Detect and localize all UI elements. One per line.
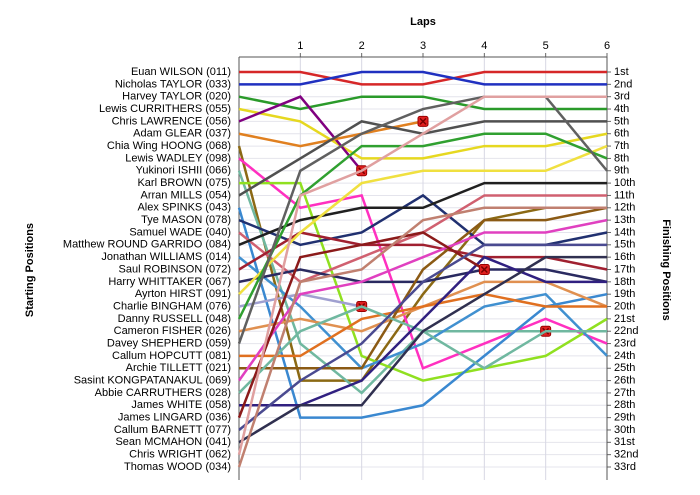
driver-line xyxy=(237,218,608,382)
retired-marker xyxy=(478,264,490,275)
driver-line xyxy=(238,255,607,444)
y2-tick-label: 21st xyxy=(614,313,635,325)
chart-title: Laps xyxy=(410,16,436,28)
driver-line xyxy=(237,95,607,455)
driver-label: Ayrton HIRST (091) xyxy=(135,288,231,300)
driver-label: Saul ROBINSON (072) xyxy=(119,263,231,275)
x-tick-label: 1 xyxy=(297,40,303,52)
y2-tick-label: 14th xyxy=(614,226,635,238)
y2-tick-label: 16th xyxy=(614,251,635,263)
driver-label: Tye MASON (078) xyxy=(141,214,231,226)
x-tick-label: 5 xyxy=(543,40,549,52)
driver-line xyxy=(238,107,608,160)
driver-label: Harvey TAYLOR (020) xyxy=(122,91,231,103)
y2-tick-label: 33rd xyxy=(614,461,636,473)
y2-tick-label: 18th xyxy=(614,276,635,288)
driver-label: Thomas WOOD (034) xyxy=(124,461,231,473)
y2-tick-label: 27th xyxy=(614,387,635,399)
driver-label: Davey SHEPHERD (059) xyxy=(107,337,231,349)
x-tick-label: 6 xyxy=(604,40,610,52)
driver-label: Lewis WADLEY (098) xyxy=(125,152,231,164)
driver-label: Callum HOPCUTT (081) xyxy=(112,350,231,362)
y2-tick-label: 12th xyxy=(614,202,635,214)
x-tick-label: 2 xyxy=(359,40,365,52)
driver-label: Samuel WADE (040) xyxy=(129,226,231,238)
retired-marker xyxy=(417,115,429,127)
y2-tick-label: 11th xyxy=(614,189,635,201)
driver-label: Euan WILSON (011) xyxy=(131,66,231,78)
driver-label: Harry WHITTAKER (067) xyxy=(108,276,231,288)
y2-tick-label: 31st xyxy=(614,436,635,448)
driver-label: Cameron FISHER (026) xyxy=(114,325,231,337)
y2-tick-label: 8th xyxy=(614,152,629,164)
driver-label: Danny RUSSELL (048) xyxy=(118,313,231,325)
driver-line xyxy=(239,292,607,358)
y2-tick-label: 15th xyxy=(614,239,635,251)
driver-line xyxy=(238,181,607,246)
driver-label: Lewis CURRITHERS (055) xyxy=(99,103,231,115)
driver-label: Yukinori ISHII (066) xyxy=(136,165,231,177)
driver-label: James LINGARD (036) xyxy=(118,412,231,424)
driver-line xyxy=(239,70,607,86)
driver-label: Nicholas TAYLOR (033) xyxy=(115,78,231,90)
driver-line xyxy=(238,144,608,296)
driver-line xyxy=(237,206,607,468)
y2-tick-label: 6th xyxy=(614,128,629,140)
driver-line xyxy=(237,231,485,419)
driver-label: Abbie CARRUTHERS (028) xyxy=(95,387,231,399)
retired-marker-cross xyxy=(480,265,488,274)
driver-label: Jonathan WILLIAMS (014) xyxy=(101,251,231,263)
y2-tick-label: 9th xyxy=(614,165,629,177)
y2-tick-label: 29th xyxy=(614,412,635,424)
y-axis-title: Starting Positions xyxy=(24,223,36,317)
y2-tick-label: 5th xyxy=(614,115,629,127)
driver-label: Arran MILLS (054) xyxy=(141,189,231,201)
y2-tick-label: 20th xyxy=(614,300,635,312)
retired-marker-cross xyxy=(419,117,427,125)
y2-tick-label: 28th xyxy=(614,399,635,411)
y2-tick-label: 4th xyxy=(614,103,629,115)
y2-tick-label: 19th xyxy=(614,288,635,300)
y2-tick-label: 1st xyxy=(614,66,629,78)
driver-label: Archie TILLETT (021) xyxy=(126,362,231,374)
driver-label: Chris LAWRENCE (056) xyxy=(112,115,231,127)
y2-tick-label: 7th xyxy=(614,140,629,152)
y2-tick-label: 25th xyxy=(614,362,635,374)
driver-label: Chris WRIGHT (062) xyxy=(129,449,231,461)
x-tick-label: 3 xyxy=(420,40,426,52)
driver-label: Alex SPINKS (043) xyxy=(137,202,231,214)
driver-line xyxy=(238,157,608,370)
driver-label: James WHITE (058) xyxy=(131,399,231,411)
y2-tick-label: 24th xyxy=(614,350,635,362)
y2-tick-label: 22nd xyxy=(614,325,638,337)
y2-tick-label: 32nd xyxy=(614,449,638,461)
driver-label: Callum BARNETT (077) xyxy=(114,424,231,436)
driver-line xyxy=(239,206,608,370)
driver-label: Charlie BINGHAM (076) xyxy=(113,300,231,312)
lines xyxy=(237,70,608,468)
y2-tick-label: 26th xyxy=(614,375,635,387)
driver-line xyxy=(239,181,608,382)
driver-label: Sean MCMAHON (041) xyxy=(115,436,231,448)
driver-label: Karl BROWN (075) xyxy=(137,177,231,189)
y2-axis-title: Finishing Positions xyxy=(660,219,672,320)
driver-label: Chia Wing HOONG (068) xyxy=(107,140,231,152)
y2-tick-label: 3rd xyxy=(614,91,630,103)
y2-tick-label: 2nd xyxy=(614,78,632,90)
x-tick-label: 4 xyxy=(481,40,487,52)
y2-tick-label: 30th xyxy=(614,424,635,436)
y2-tick-label: 17th xyxy=(614,263,635,275)
y2-tick-label: 10th xyxy=(614,177,635,189)
driver-line xyxy=(238,243,607,431)
driver-label: Sasint KONGPATANAKUL (069) xyxy=(74,375,231,387)
y2-tick-label: 23rd xyxy=(614,337,636,349)
driver-line xyxy=(239,70,607,86)
labels: 1st2nd3rd4th5th6th7th8th9th10th11th12th1… xyxy=(63,40,639,473)
driver-label: Matthew ROUND GARRIDO (084) xyxy=(63,239,231,251)
driver-line xyxy=(238,256,608,370)
driver-line xyxy=(238,95,607,111)
driver-label: Adam GLEAR (037) xyxy=(133,128,231,140)
y2-tick-label: 13th xyxy=(614,214,635,226)
